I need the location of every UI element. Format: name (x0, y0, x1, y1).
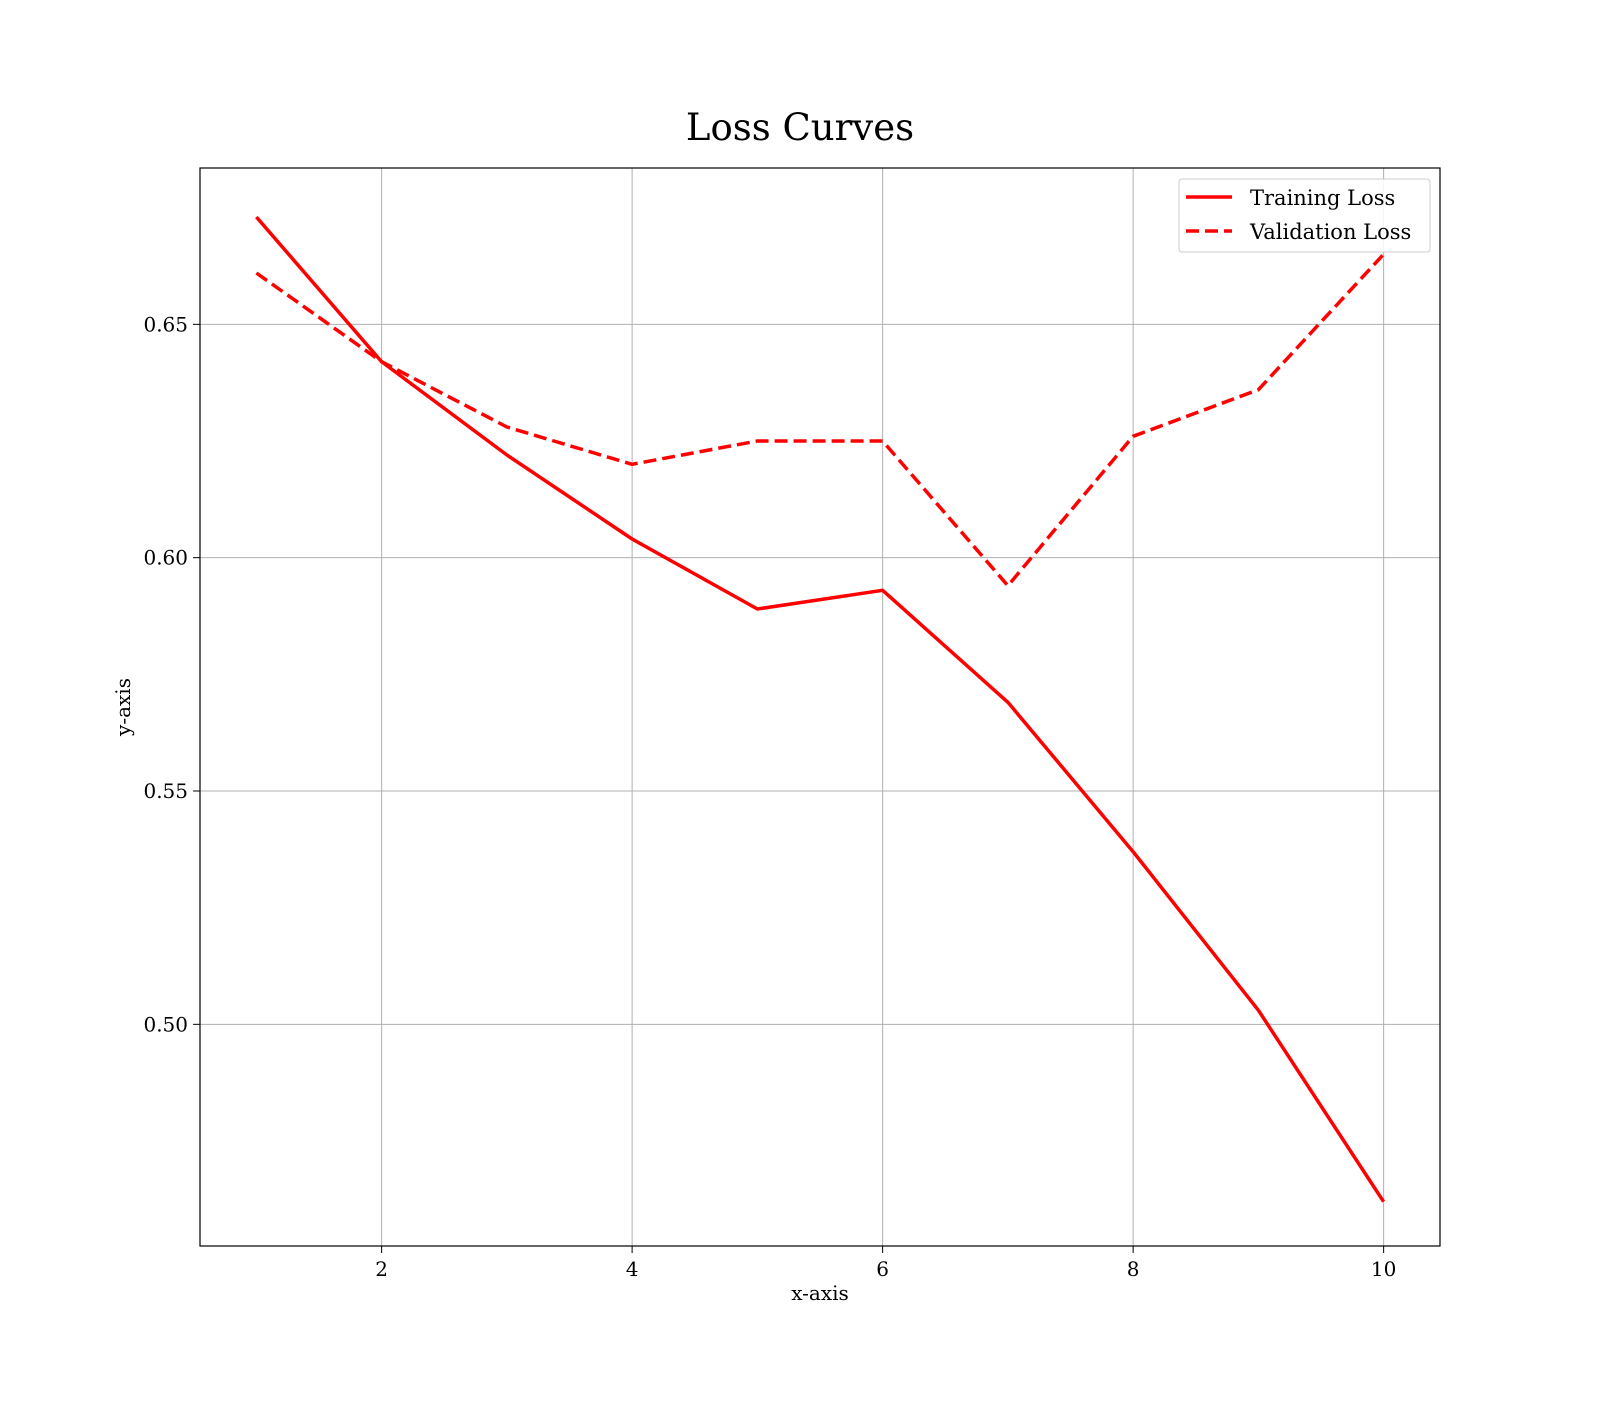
x-ticks: 2 4 6 8 10 (375, 1246, 1396, 1281)
x-tick-label: 4 (626, 1257, 639, 1281)
x-axis-label: x-axis (791, 1281, 849, 1305)
y-ticks: 0.50 0.55 0.60 0.65 (143, 312, 200, 1036)
y-tick-label: 0.55 (143, 779, 188, 803)
chart-title: Loss Curves (686, 106, 914, 149)
legend-label-training-loss: Training Loss (1250, 186, 1395, 210)
legend: Training Loss Validation Loss (1178, 178, 1431, 253)
x-tick-label: 2 (375, 1257, 388, 1281)
y-tick-label: 0.65 (143, 312, 188, 336)
plot-frame (199, 167, 1441, 1247)
legend-box (1178, 178, 1431, 253)
series-lines (255, 215, 1386, 1203)
x-tick-label: 8 (1127, 1257, 1140, 1281)
series-line-validation-loss (255, 253, 1385, 588)
series-line-training-loss (255, 215, 1386, 1203)
grid (200, 168, 1440, 1246)
y-axis-label: y-axis (111, 678, 135, 737)
y-tick-label: 0.60 (143, 546, 188, 570)
y-tick-label: 0.50 (143, 1012, 188, 1036)
x-tick-label: 6 (876, 1257, 889, 1281)
legend-label-validation-loss: Validation Loss (1249, 220, 1411, 244)
x-tick-label: 10 (1371, 1257, 1396, 1281)
